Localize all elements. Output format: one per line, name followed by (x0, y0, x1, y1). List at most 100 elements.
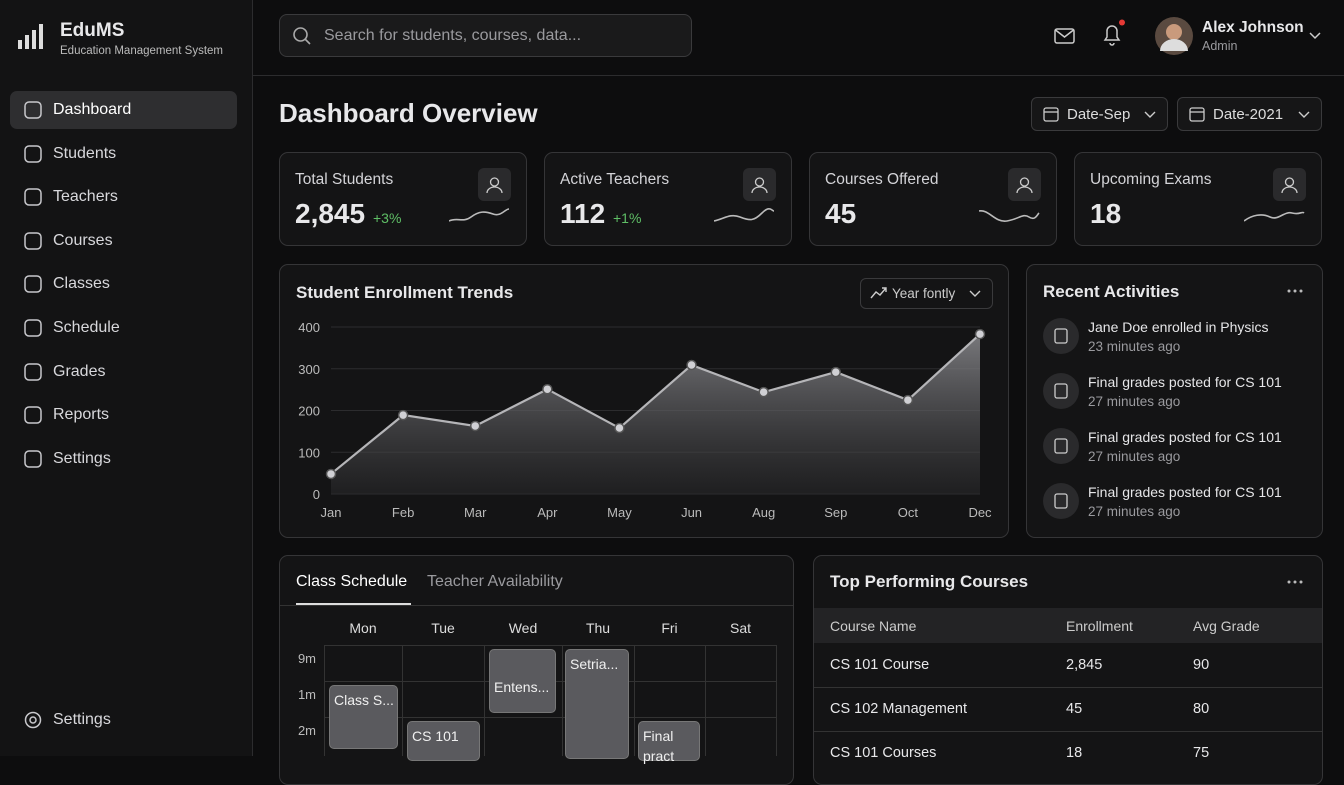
y-tick-label: 0 (313, 487, 320, 502)
page: EduMS Education Management System Search… (10, 0, 1344, 785)
nav-footer-item[interactable]: Settings (53, 711, 111, 728)
nav-item[interactable]: Grades (53, 362, 106, 380)
tab-underline (296, 603, 411, 605)
activity-time: 27 minutes ago (1088, 504, 1181, 519)
point (902, 394, 914, 406)
point (974, 328, 986, 340)
avatar[interactable] (1155, 17, 1193, 55)
event-label: Entens... (494, 679, 550, 695)
grid-row-line (324, 717, 776, 718)
table-cell: 2,845 (1066, 657, 1103, 673)
nav-item[interactable]: Settings (53, 449, 111, 467)
filter-button[interactable] (1031, 97, 1168, 131)
event-label: Setria... (570, 656, 619, 672)
schedule-event[interactable] (489, 649, 556, 713)
tab-divider (280, 605, 793, 606)
event-label: Final pract (643, 728, 675, 764)
time-label: 9m (297, 651, 316, 666)
user-role: Admin (1202, 39, 1238, 53)
schedule-event[interactable] (565, 649, 629, 759)
nav-item[interactable]: Students (53, 144, 117, 162)
activities-menu[interactable] (1286, 288, 1304, 294)
user-menu-chevron[interactable] (1309, 31, 1321, 41)
calendar-icon (1189, 107, 1205, 122)
day-label: Sat (729, 620, 751, 636)
stat-change: +3% (373, 210, 402, 226)
table-cell: 80 (1193, 701, 1210, 717)
activity-icon (1043, 428, 1079, 464)
sparkline (979, 210, 1040, 222)
activity-text: Final grades posted for CS 101 (1088, 429, 1282, 445)
nav-item[interactable]: Reports (53, 406, 110, 424)
activity-time: 27 minutes ago (1088, 394, 1181, 409)
filter-button[interactable] (1177, 97, 1322, 131)
activity-text: Jane Doe enrolled in Physics (1088, 319, 1269, 335)
table-cell: 90 (1193, 657, 1210, 673)
grid-col-line (776, 645, 777, 756)
day-label: Thu (585, 620, 611, 636)
sparkline (449, 208, 510, 222)
point (542, 383, 553, 395)
x-tick-label: Mar (464, 505, 487, 520)
point (397, 409, 409, 421)
search-box[interactable] (279, 14, 692, 57)
courses-header-row (814, 608, 1322, 643)
filter-label: Date-2021 (1213, 106, 1284, 123)
x-tick-label: Oct (898, 505, 919, 520)
stat-value: 45 (825, 198, 857, 229)
nav-icon (24, 450, 42, 468)
nav-item[interactable]: Teachers (53, 188, 118, 206)
table-cell: CS 102 Management (830, 701, 968, 717)
nav-item[interactable]: Schedule (53, 319, 120, 336)
search-placeholder: Search for students, courses, data... (324, 27, 582, 44)
courses-menu[interactable] (1286, 579, 1304, 585)
filter-chevron (1298, 111, 1310, 118)
schedule-event[interactable] (329, 685, 398, 749)
chart-dropdown[interactable] (860, 278, 993, 309)
calendar-icon (1043, 107, 1059, 122)
stat-label: Active Teachers (560, 171, 670, 188)
stat-label: Courses Offered (825, 171, 939, 188)
x-tick-label: Sep (824, 505, 847, 520)
activity-time: 27 minutes ago (1088, 449, 1181, 464)
schedule-tab[interactable]: Class Schedule (296, 573, 408, 590)
event-label: Class S... (334, 692, 394, 708)
nav-item[interactable]: Dashboard (53, 101, 132, 118)
mail-icon[interactable] (1054, 26, 1076, 46)
nav-item[interactable]: Classes (53, 275, 110, 293)
schedule-event[interactable] (407, 721, 480, 761)
y-tick-label: 400 (298, 320, 320, 335)
x-tick-label: May (607, 505, 632, 520)
point (686, 359, 697, 371)
brand-tagline: Education Management System (60, 45, 224, 57)
schedule-tab[interactable]: Teacher Availability (427, 573, 563, 590)
search-icon (293, 27, 311, 45)
activity-text: Final grades posted for CS 101 (1088, 484, 1282, 500)
point (469, 420, 481, 432)
trend-icon (870, 287, 887, 299)
grid-col-line (402, 645, 403, 756)
stat-icon (1273, 168, 1306, 201)
grid-col-line (634, 645, 635, 756)
brand-logo (18, 24, 43, 49)
time-label: 1m (297, 687, 316, 702)
chart-dropdown-label: Year fontly (892, 286, 956, 301)
sparkline (1244, 211, 1305, 222)
nav-item[interactable]: Courses (53, 231, 113, 249)
stat-value: 18 (1090, 198, 1122, 229)
chart-title: Student Enrollment Trends (296, 283, 514, 302)
activity-icon (1043, 373, 1079, 409)
nav-icon (24, 362, 42, 381)
activity-time: 23 minutes ago (1088, 339, 1181, 354)
sparkline (714, 208, 775, 222)
stat-icon (743, 168, 776, 201)
bell-icon[interactable] (1101, 18, 1127, 48)
point (325, 468, 337, 480)
day-label: Fri (661, 620, 678, 636)
stat-change: +1% (613, 210, 642, 226)
courses-title: Top Performing Courses (830, 572, 1029, 591)
activity-text: Final grades posted for CS 101 (1088, 374, 1282, 390)
grid-col-line (562, 645, 563, 756)
row-divider (814, 731, 1322, 732)
x-tick-label: Aug (752, 505, 775, 520)
